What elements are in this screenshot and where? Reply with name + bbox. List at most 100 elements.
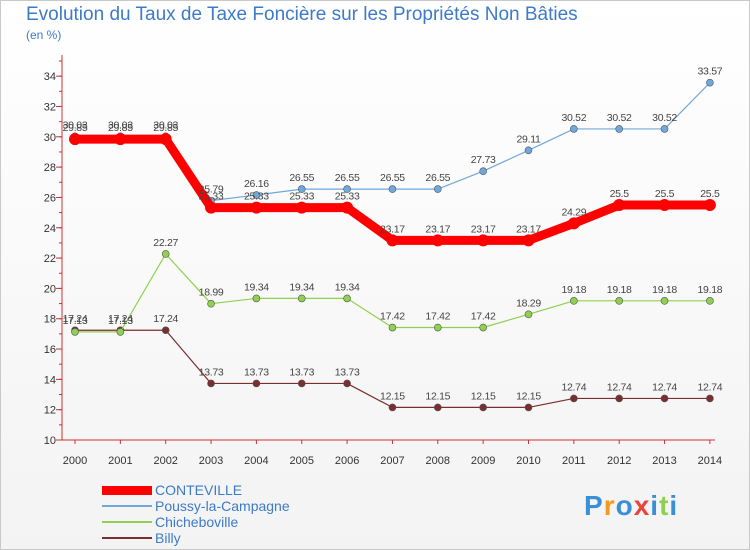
data-label-chicheboville: 18.99 <box>199 287 224 299</box>
data-point-billy <box>388 403 397 412</box>
data-label-billy: 17.24 <box>108 313 133 325</box>
y-tick-label: 14 <box>44 374 56 386</box>
data-point-conteville <box>386 234 399 247</box>
y-tick-label: 10 <box>44 435 56 447</box>
logo-letter: t <box>659 490 670 521</box>
data-label-conteville: 24.29 <box>561 206 586 218</box>
proxiti-logo: Proxiti <box>584 490 678 522</box>
data-label-chicheboville: 18.29 <box>516 297 541 309</box>
data-point-billy <box>615 394 624 403</box>
data-label-conteville: 23.17 <box>471 223 496 235</box>
data-label-billy: 13.73 <box>244 366 269 378</box>
legend-swatch-poussy-la-campagne <box>102 505 152 507</box>
data-label-poussy-la-campagne: 29.11 <box>517 133 541 145</box>
data-label-poussy-la-campagne: 26.55 <box>289 172 314 184</box>
data-point-chicheboville <box>570 297 578 305</box>
legend-label: Chicheboville <box>155 514 239 530</box>
data-point-chicheboville <box>207 299 215 308</box>
y-tick-label: 34 <box>44 71 56 83</box>
data-label-poussy-la-campagne: 26.55 <box>425 172 450 184</box>
y-tick-label: 12 <box>44 405 56 417</box>
data-label-billy: 13.73 <box>199 366 224 378</box>
data-label-conteville: 25.33 <box>335 191 360 203</box>
y-tick-label: 20 <box>44 283 56 295</box>
data-label-poussy-la-campagne: 27.73 <box>471 154 496 166</box>
data-point-conteville <box>477 234 490 247</box>
data-point-billy <box>524 403 533 412</box>
legend-label: Billy <box>155 530 181 546</box>
data-label-poussy-la-campagne: 30.52 <box>607 112 632 124</box>
data-point-conteville <box>703 199 716 212</box>
legend-swatch-chicheboville <box>102 521 152 523</box>
data-label-billy: 12.15 <box>425 390 450 402</box>
data-label-chicheboville: 17.42 <box>471 311 496 323</box>
series-billy <box>71 326 714 412</box>
data-point-poussy-la-campagne <box>252 191 261 199</box>
data-label-conteville: 23.17 <box>380 223 405 235</box>
logo-letter: P <box>584 490 604 521</box>
data-point-chicheboville <box>524 310 533 319</box>
chart-plot-area: 29.85 29.85 29.85 25.33 25.33 25.33 25.33 23.17… <box>63 66 723 412</box>
data-label-conteville: 25.5 <box>610 188 630 200</box>
data-point-chicheboville <box>706 297 714 305</box>
x-tick-label: 2008 <box>426 455 450 467</box>
data-point-billy <box>706 394 714 403</box>
data-point-conteville <box>431 234 444 247</box>
data-label-billy: 17.24 <box>63 313 88 325</box>
data-label-poussy-la-campagne: 30.03 <box>63 119 88 131</box>
data-label-chicheboville: 19.18 <box>607 284 632 296</box>
data-label-chicheboville: 19.34 <box>244 281 269 293</box>
data-label-chicheboville: 19.18 <box>652 284 677 296</box>
data-label-billy: 12.74 <box>698 381 723 393</box>
data-point-billy <box>433 403 442 412</box>
data-point-chicheboville <box>252 294 261 303</box>
data-label-poussy-la-campagne: 26.55 <box>335 172 360 184</box>
data-point-conteville <box>250 201 263 214</box>
data-point-conteville <box>114 133 127 146</box>
data-label-conteville: 29.85 <box>153 122 178 134</box>
data-point-poussy-la-campagne <box>524 146 533 155</box>
logo-letter: i <box>669 490 679 521</box>
data-point-conteville <box>205 201 218 214</box>
data-point-chicheboville <box>388 323 397 332</box>
data-label-billy: 17.24 <box>153 313 178 325</box>
logo-letter: o <box>615 490 634 521</box>
data-point-chicheboville <box>116 328 125 336</box>
data-point-conteville <box>522 234 535 247</box>
data-point-conteville <box>341 201 354 214</box>
data-label-chicheboville: 17.13 <box>63 315 88 327</box>
data-point-poussy-la-campagne <box>570 125 578 133</box>
y-tick-label: 26 <box>44 192 56 204</box>
y-tick-label: 28 <box>44 162 56 174</box>
data-point-billy <box>207 379 215 388</box>
x-tick-label: 2010 <box>516 455 540 467</box>
x-tick-label: 2006 <box>335 455 359 467</box>
data-point-chicheboville <box>161 250 170 258</box>
data-label-billy: 12.15 <box>471 390 496 402</box>
data-point-poussy-la-campagne <box>479 167 487 176</box>
data-label-conteville: 23.17 <box>425 223 450 235</box>
x-tick-label: 2003 <box>199 455 223 467</box>
data-point-chicheboville <box>615 297 624 305</box>
data-label-conteville: 25.5 <box>700 188 720 200</box>
x-tick-label: 2007 <box>380 455 404 467</box>
data-label-chicheboville: 19.18 <box>698 284 723 296</box>
data-label-conteville: 25.33 <box>244 191 269 203</box>
data-point-billy <box>479 403 487 412</box>
data-label-billy: 12.74 <box>561 381 586 393</box>
data-point-billy <box>660 394 669 403</box>
data-label-conteville: 25.33 <box>289 191 314 203</box>
data-point-chicheboville <box>343 294 351 303</box>
y-tick-label: 24 <box>44 223 56 235</box>
data-point-chicheboville <box>297 294 306 303</box>
y-tick-label: 30 <box>44 132 56 144</box>
data-point-conteville <box>567 217 580 230</box>
x-tick-label: 2000 <box>63 455 87 467</box>
legend-swatch-billy <box>102 537 152 539</box>
x-tick-label: 2012 <box>607 455 631 467</box>
x-tick-label: 2001 <box>108 455 132 467</box>
data-label-poussy-la-campagne: 30.52 <box>652 112 677 124</box>
data-label-billy: 12.15 <box>516 390 541 402</box>
